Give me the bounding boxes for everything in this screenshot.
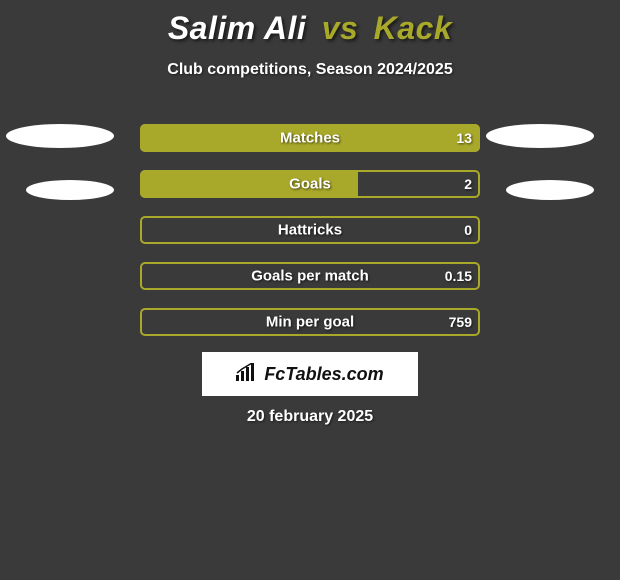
stat-label: Hattricks — [140, 222, 480, 239]
stat-row: Goals2 — [140, 170, 480, 198]
stat-label: Goals — [140, 176, 480, 193]
stat-row: Matches13 — [140, 124, 480, 152]
stat-label: Matches — [140, 130, 480, 147]
logo-box: FcTables.com — [202, 352, 418, 396]
stat-label: Min per goal — [140, 314, 480, 331]
comparison-card: Salim Ali vs Kack Club competitions, Sea… — [0, 0, 620, 580]
logo-text: FcTables.com — [264, 364, 383, 385]
player2-name: Kack — [374, 10, 453, 46]
stat-row: Min per goal759 — [140, 308, 480, 336]
stat-row: Goals per match0.15 — [140, 262, 480, 290]
stat-label: Goals per match — [140, 268, 480, 285]
stat-value: 0.15 — [445, 268, 472, 284]
decorative-ellipse — [6, 124, 114, 148]
subtitle: Club competitions, Season 2024/2025 — [0, 61, 620, 79]
stats-table: Matches13 Goals2 Hattricks0 Goals per match… — [140, 124, 480, 354]
page-title: Salim Ali vs Kack — [0, 0, 620, 47]
date-text: 20 february 2025 — [0, 408, 620, 426]
player1-name: Salim Ali — [168, 10, 306, 46]
stat-value: 759 — [449, 314, 472, 330]
decorative-ellipse — [26, 180, 114, 200]
stat-value: 13 — [456, 130, 472, 146]
vs-text: vs — [322, 10, 359, 46]
stat-value: 2 — [464, 176, 472, 192]
decorative-ellipse — [506, 180, 594, 200]
decorative-ellipse — [486, 124, 594, 148]
stat-value: 0 — [464, 222, 472, 238]
chart-icon — [236, 363, 258, 386]
stat-row: Hattricks0 — [140, 216, 480, 244]
